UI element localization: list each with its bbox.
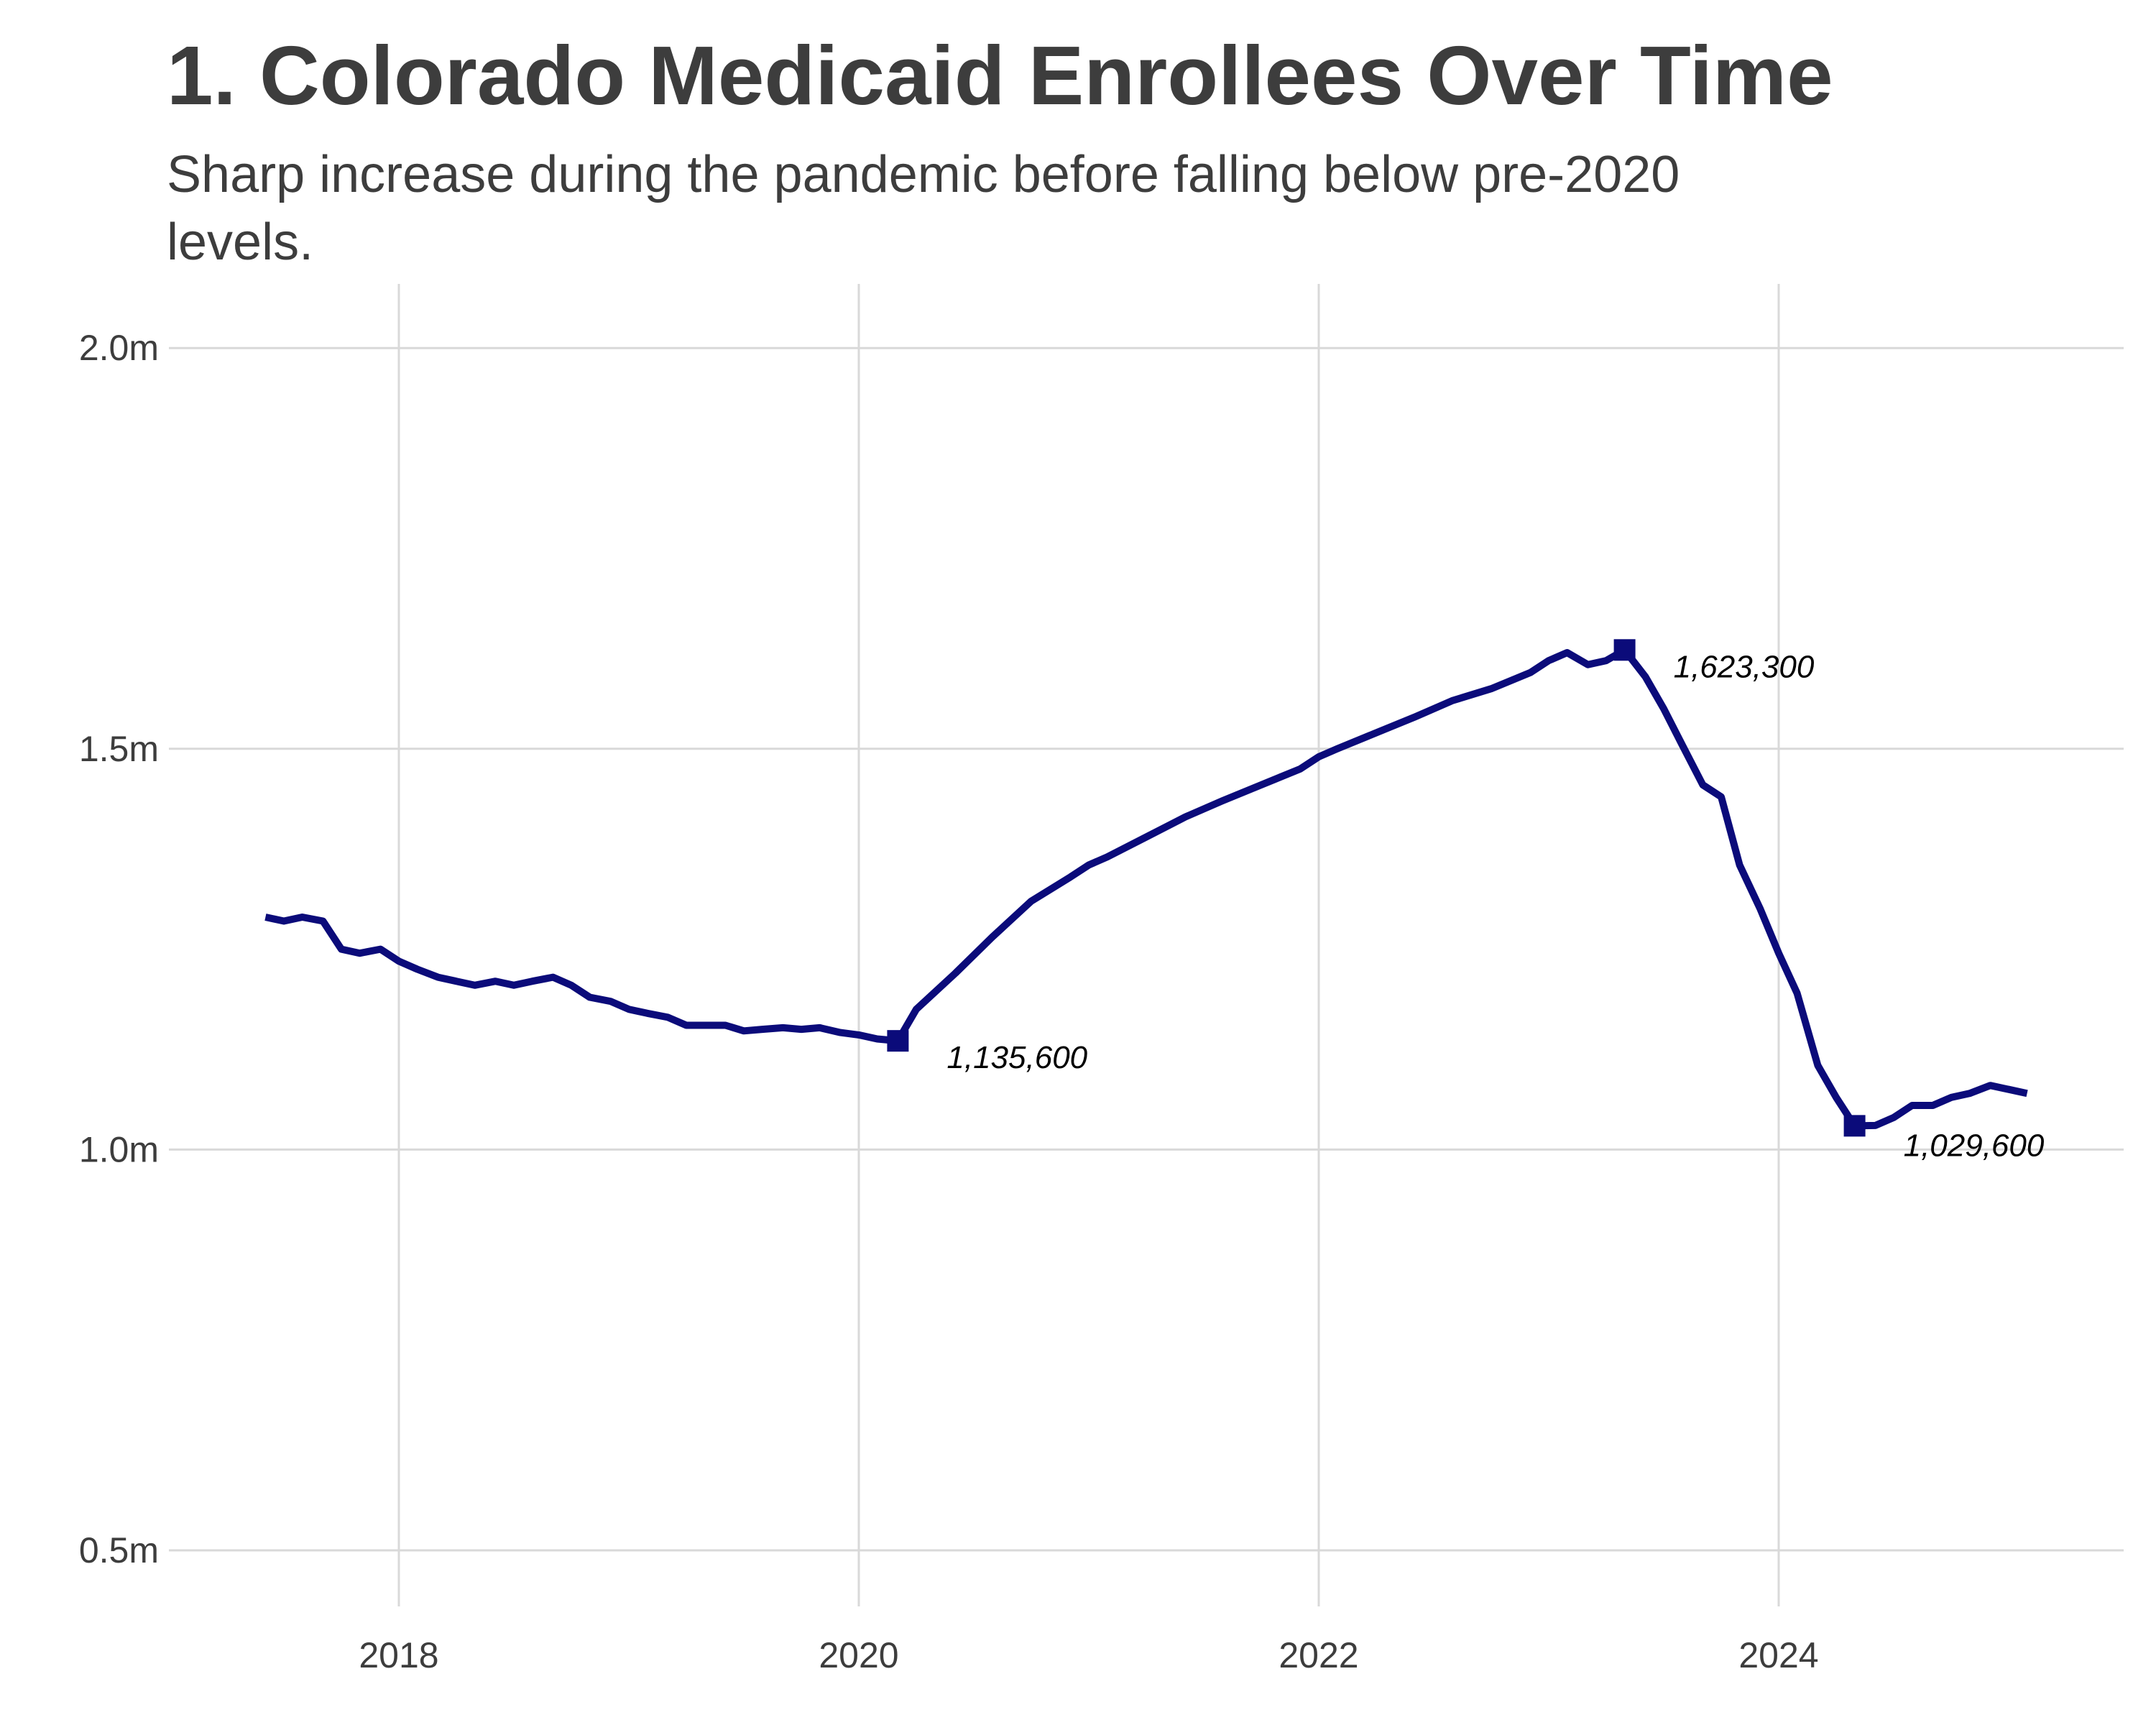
x-tick-label: 2024	[1738, 1635, 1818, 1675]
annotations: 1,135,600 1,623,300 1,029,600	[887, 639, 2045, 1163]
x-tick-label: 2018	[359, 1635, 438, 1675]
annotation-marker	[1613, 639, 1636, 661]
y-tick-label: 1.0m	[79, 1129, 159, 1169]
series-line	[264, 646, 2028, 1130]
annotation-label: 1,029,600	[1904, 1128, 2045, 1163]
series-layer	[264, 646, 2028, 1130]
annotation-label: 1,135,600	[946, 1040, 1087, 1075]
chart-title: 1. Colorado Medicaid Enrollees Over Time	[167, 29, 1833, 122]
annotation-label: 1,623,300	[1674, 649, 1815, 684]
x-tick-label: 2022	[1279, 1635, 1358, 1675]
axis-labels: 0.5m 1.0m 1.5m 2.0m 2018 2020 2022 2024	[79, 328, 1819, 1675]
annotation-marker	[1843, 1115, 1866, 1137]
y-tick-label: 0.5m	[79, 1530, 159, 1570]
y-tick-label: 1.5m	[79, 729, 159, 769]
x-tick-label: 2020	[819, 1635, 898, 1675]
annotation-marker	[887, 1030, 909, 1052]
chart-subtitle: Sharp increase during the pandemic befor…	[167, 146, 1680, 271]
y-tick-label: 2.0m	[79, 328, 159, 368]
gridlines	[169, 284, 2124, 1606]
